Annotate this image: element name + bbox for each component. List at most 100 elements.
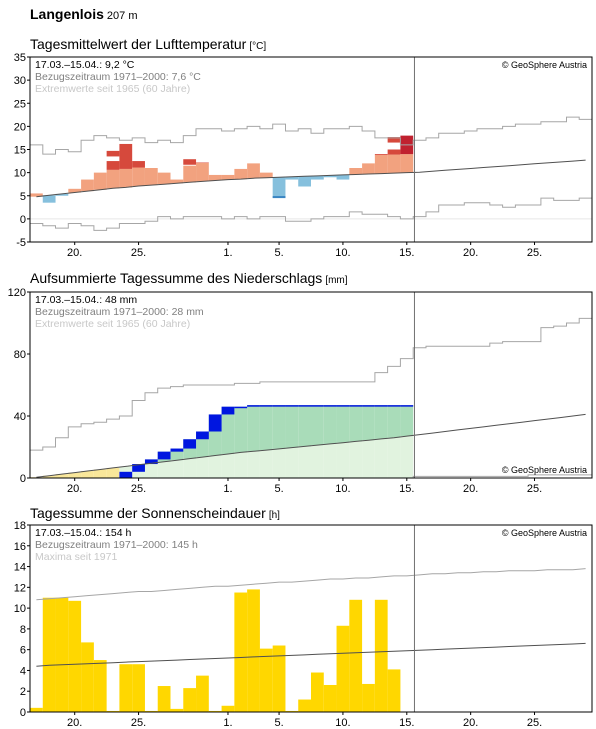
precip-level-marker — [272, 405, 286, 407]
temp-warm-bar — [144, 168, 158, 186]
precip-surplus-area — [323, 405, 337, 444]
x-tick-label: 10. — [335, 717, 350, 729]
temp-warm-excess-bar — [374, 154, 388, 156]
sunshine-bar — [106, 710, 120, 712]
sunshine-bar — [157, 686, 171, 712]
precip-deficit-area — [93, 469, 107, 478]
temp-cold-bar — [55, 193, 69, 196]
precip-base-area — [349, 441, 363, 478]
precip-deficit-area — [81, 471, 94, 478]
precip-base-area — [285, 447, 299, 478]
temp-warm-bar — [374, 155, 388, 174]
extremes-note-text: Extremwerte seit 1965 (60 Jahre) — [35, 83, 190, 95]
precip-surplus-area — [311, 405, 324, 446]
y-tick-label: 30 — [14, 75, 26, 87]
y-tick-label: 25 — [14, 98, 26, 110]
precip-base-area — [362, 440, 375, 478]
precip-base-area — [272, 448, 286, 478]
y-tick-label: 120 — [8, 287, 26, 299]
x-tick-label: 5. — [274, 717, 283, 729]
precip-base-area — [157, 461, 171, 478]
sunshine-bar — [387, 669, 401, 712]
temperature-unit: [°C] — [249, 41, 267, 52]
precip-base-area — [221, 453, 235, 478]
x-tick-label: 20. — [67, 483, 82, 495]
precip-surplus-area — [387, 405, 401, 438]
x-tick-label: 15. — [399, 717, 414, 729]
precip-daily-increment — [132, 464, 145, 472]
y-tick-label: -5 — [16, 237, 26, 249]
temp-warm-excess-bar — [106, 161, 120, 170]
precip-daily-increment — [119, 471, 133, 478]
sunshine-bar — [374, 599, 388, 712]
temp-peak-marker — [119, 143, 133, 150]
temp-warm-bar — [259, 172, 273, 178]
x-tick-label: 5. — [274, 247, 283, 259]
sunshine-bar — [285, 710, 299, 712]
precip-base-area — [170, 460, 184, 478]
x-tick-label: 1. — [223, 483, 232, 495]
temp-warm-excess-bar — [132, 161, 145, 168]
y-tick-label: 0 — [20, 707, 26, 719]
y-tick-label: 20 — [14, 121, 26, 133]
precipitation-title-text: Aufsummierte Tagessumme des Niederschlag… — [30, 270, 323, 286]
extremes-note-text: Extremwerte seit 1965 (60 Jahre) — [35, 318, 190, 330]
precip-surplus-area — [272, 405, 286, 449]
x-tick-label: 25. — [131, 717, 146, 729]
sunshine-bar — [272, 645, 286, 712]
precip-base-area — [323, 443, 337, 478]
y-tick-label: 0 — [20, 214, 26, 226]
precip-surplus-area — [221, 406, 235, 454]
temp-peak-marker — [106, 150, 120, 157]
temp-warm-excess-bar — [387, 149, 401, 155]
temp-warm-bar — [81, 179, 94, 192]
precip-surplus-area — [298, 405, 311, 447]
precip-daily-increment — [221, 406, 235, 415]
precip-level-marker — [285, 405, 299, 407]
precip-base-area — [144, 463, 158, 478]
y-tick-label: 10 — [14, 603, 26, 615]
precip-level-marker — [387, 405, 401, 407]
record-max-line — [30, 116, 592, 155]
temp-warm-bar — [106, 169, 120, 189]
reference-sunshine-line — [36, 642, 586, 667]
sunshine-bar — [311, 672, 324, 712]
sunshine-bar — [362, 683, 375, 712]
y-tick-label: 80 — [14, 349, 26, 361]
y-tick-label: 35 — [14, 52, 26, 64]
x-tick-label: 20. — [463, 717, 478, 729]
sunshine-bar — [234, 592, 248, 712]
precip-level-marker — [323, 405, 337, 407]
precip-surplus-area — [259, 405, 273, 451]
temp-warm-excess-bar — [119, 149, 133, 169]
sunshine-bar — [298, 699, 311, 712]
reference-text: Bezugszeitraum 1971–2000: 28 mm — [35, 306, 204, 318]
reference-text: Bezugszeitraum 1971–2000: 145 h — [35, 539, 198, 551]
temp-warm-bar — [221, 174, 235, 180]
temp-warm-bar — [170, 179, 184, 184]
temp-cold-bar — [285, 176, 299, 180]
sunshine-panel-title: Tagessumme der Sonnenscheindauer [h] — [30, 505, 280, 521]
precip-deficit-area — [42, 475, 56, 478]
temp-warm-bar — [208, 174, 222, 181]
reference-cumulative-line — [36, 413, 586, 478]
precip-surplus-area — [336, 405, 350, 443]
sunshine-bar — [119, 664, 133, 712]
x-tick-label: 15. — [399, 483, 414, 495]
copyright-text: © GeoSphere Austria — [502, 465, 587, 475]
precip-base-area — [336, 442, 350, 478]
x-tick-label: 25. — [131, 483, 146, 495]
temp-warm-bar — [119, 168, 133, 188]
precip-level-marker — [298, 405, 311, 407]
temperature-panel-title: Tagesmittelwert der Lufttemperatur [°C] — [30, 36, 266, 52]
y-tick-label: 0 — [20, 473, 26, 485]
precip-surplus-area — [362, 405, 375, 441]
precip-daily-increment — [208, 414, 222, 432]
temp-cold-bar — [42, 195, 56, 203]
y-tick-label: 12 — [14, 582, 26, 594]
temp-cold-bar — [311, 175, 324, 180]
sunshine-bar — [196, 675, 209, 712]
temp-cold-bar — [272, 177, 286, 199]
precip-base-area — [208, 455, 222, 478]
record-min-line — [30, 197, 592, 231]
